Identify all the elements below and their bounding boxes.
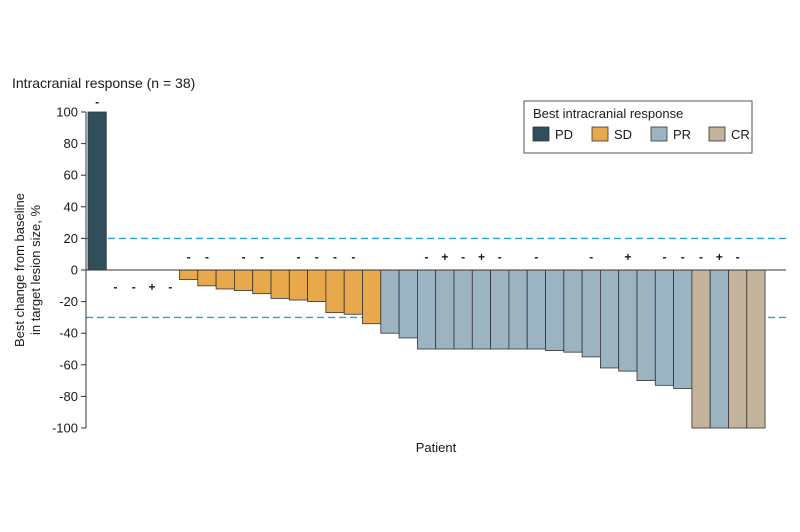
response-marker: - xyxy=(205,250,209,264)
y-tick-label: -40 xyxy=(59,326,78,341)
bar xyxy=(636,269,656,381)
legend-swatch xyxy=(650,126,668,142)
y-axis-label-line2: in target lesion size, % xyxy=(28,205,43,336)
y-tick-label: -20 xyxy=(59,294,78,309)
bar xyxy=(270,269,290,299)
response-marker: - xyxy=(425,250,429,264)
bar xyxy=(490,269,510,350)
bar xyxy=(581,269,601,358)
y-tick-label: -60 xyxy=(59,357,78,372)
response-marker: - xyxy=(113,280,117,294)
bar xyxy=(398,269,418,339)
chart-title: Intracranial response (n = 38) xyxy=(12,75,195,91)
y-tick-label: 60 xyxy=(64,168,78,183)
response-marker: + xyxy=(716,250,723,264)
bar xyxy=(600,269,620,369)
bar xyxy=(563,269,583,353)
y-axis-label-line1: Best change from baseline xyxy=(12,193,27,347)
response-marker: - xyxy=(242,250,246,264)
y-tick-label: 100 xyxy=(56,105,78,120)
response-marker: - xyxy=(589,250,593,264)
bar xyxy=(288,269,308,301)
response-marker: + xyxy=(441,250,448,264)
bar xyxy=(526,269,546,350)
response-marker: - xyxy=(498,250,502,264)
response-marker: - xyxy=(296,250,300,264)
response-marker: - xyxy=(681,250,685,264)
response-marker: - xyxy=(662,250,666,264)
response-marker: + xyxy=(149,280,156,294)
bar xyxy=(471,269,491,350)
bar xyxy=(179,269,199,280)
legend-label: PD xyxy=(555,127,573,142)
legend-swatch xyxy=(708,126,726,142)
y-tick-label: 0 xyxy=(71,263,78,278)
y-tick-label: 40 xyxy=(64,199,78,214)
bar xyxy=(233,269,254,291)
bar xyxy=(416,269,437,350)
bar xyxy=(545,269,565,351)
bar xyxy=(87,111,107,271)
response-marker: - xyxy=(260,250,264,264)
y-tick-label: 20 xyxy=(64,231,78,246)
legend: Best intracranial response PD SD PR CR xyxy=(523,100,753,154)
bar xyxy=(453,269,473,350)
legend-swatch xyxy=(591,126,609,142)
bar xyxy=(435,269,455,350)
bar xyxy=(618,269,638,372)
response-marker: - xyxy=(534,250,538,264)
response-marker: - xyxy=(168,280,172,294)
bar xyxy=(691,269,711,429)
y-tick-label: -100 xyxy=(52,421,78,436)
bar xyxy=(673,269,693,389)
y-axis-label: Best change from baseline in target lesi… xyxy=(12,193,43,347)
bar xyxy=(380,269,400,334)
bar xyxy=(252,269,272,295)
bar xyxy=(508,269,528,350)
bar xyxy=(343,269,363,315)
bar xyxy=(709,269,729,429)
response-marker: + xyxy=(624,250,631,264)
bar xyxy=(728,269,748,429)
legend-title: Best intracranial response xyxy=(533,106,683,121)
legend-label: SD xyxy=(614,127,632,142)
y-tick-label: 80 xyxy=(64,136,78,151)
response-marker: - xyxy=(736,250,740,264)
x-axis-label: Patient xyxy=(416,440,457,455)
legend-swatch xyxy=(532,126,550,142)
y-axis: 100 80 60 40 20 0 -20 -40 -60 -80 -100 xyxy=(52,105,87,436)
bar xyxy=(654,269,674,386)
response-marker: - xyxy=(187,250,191,264)
bar xyxy=(215,269,235,290)
bar xyxy=(325,269,345,314)
y-tick-label: -80 xyxy=(59,389,78,404)
bar xyxy=(307,269,327,303)
bar xyxy=(362,269,382,325)
legend-label: CR xyxy=(731,127,750,142)
response-marker: - xyxy=(95,95,99,109)
markers-group: -- - + -- - - - - - - - - + - + - - - + - - - + - xyxy=(95,95,740,294)
bar xyxy=(746,269,766,429)
response-marker: - xyxy=(315,250,319,264)
legend-label: PR xyxy=(673,127,691,142)
response-marker: - xyxy=(461,250,465,264)
response-marker: - xyxy=(132,280,136,294)
response-marker: - xyxy=(333,250,337,264)
response-marker: + xyxy=(478,250,485,264)
response-marker: - xyxy=(699,250,703,264)
response-marker: - xyxy=(351,250,355,264)
bar xyxy=(197,269,217,287)
